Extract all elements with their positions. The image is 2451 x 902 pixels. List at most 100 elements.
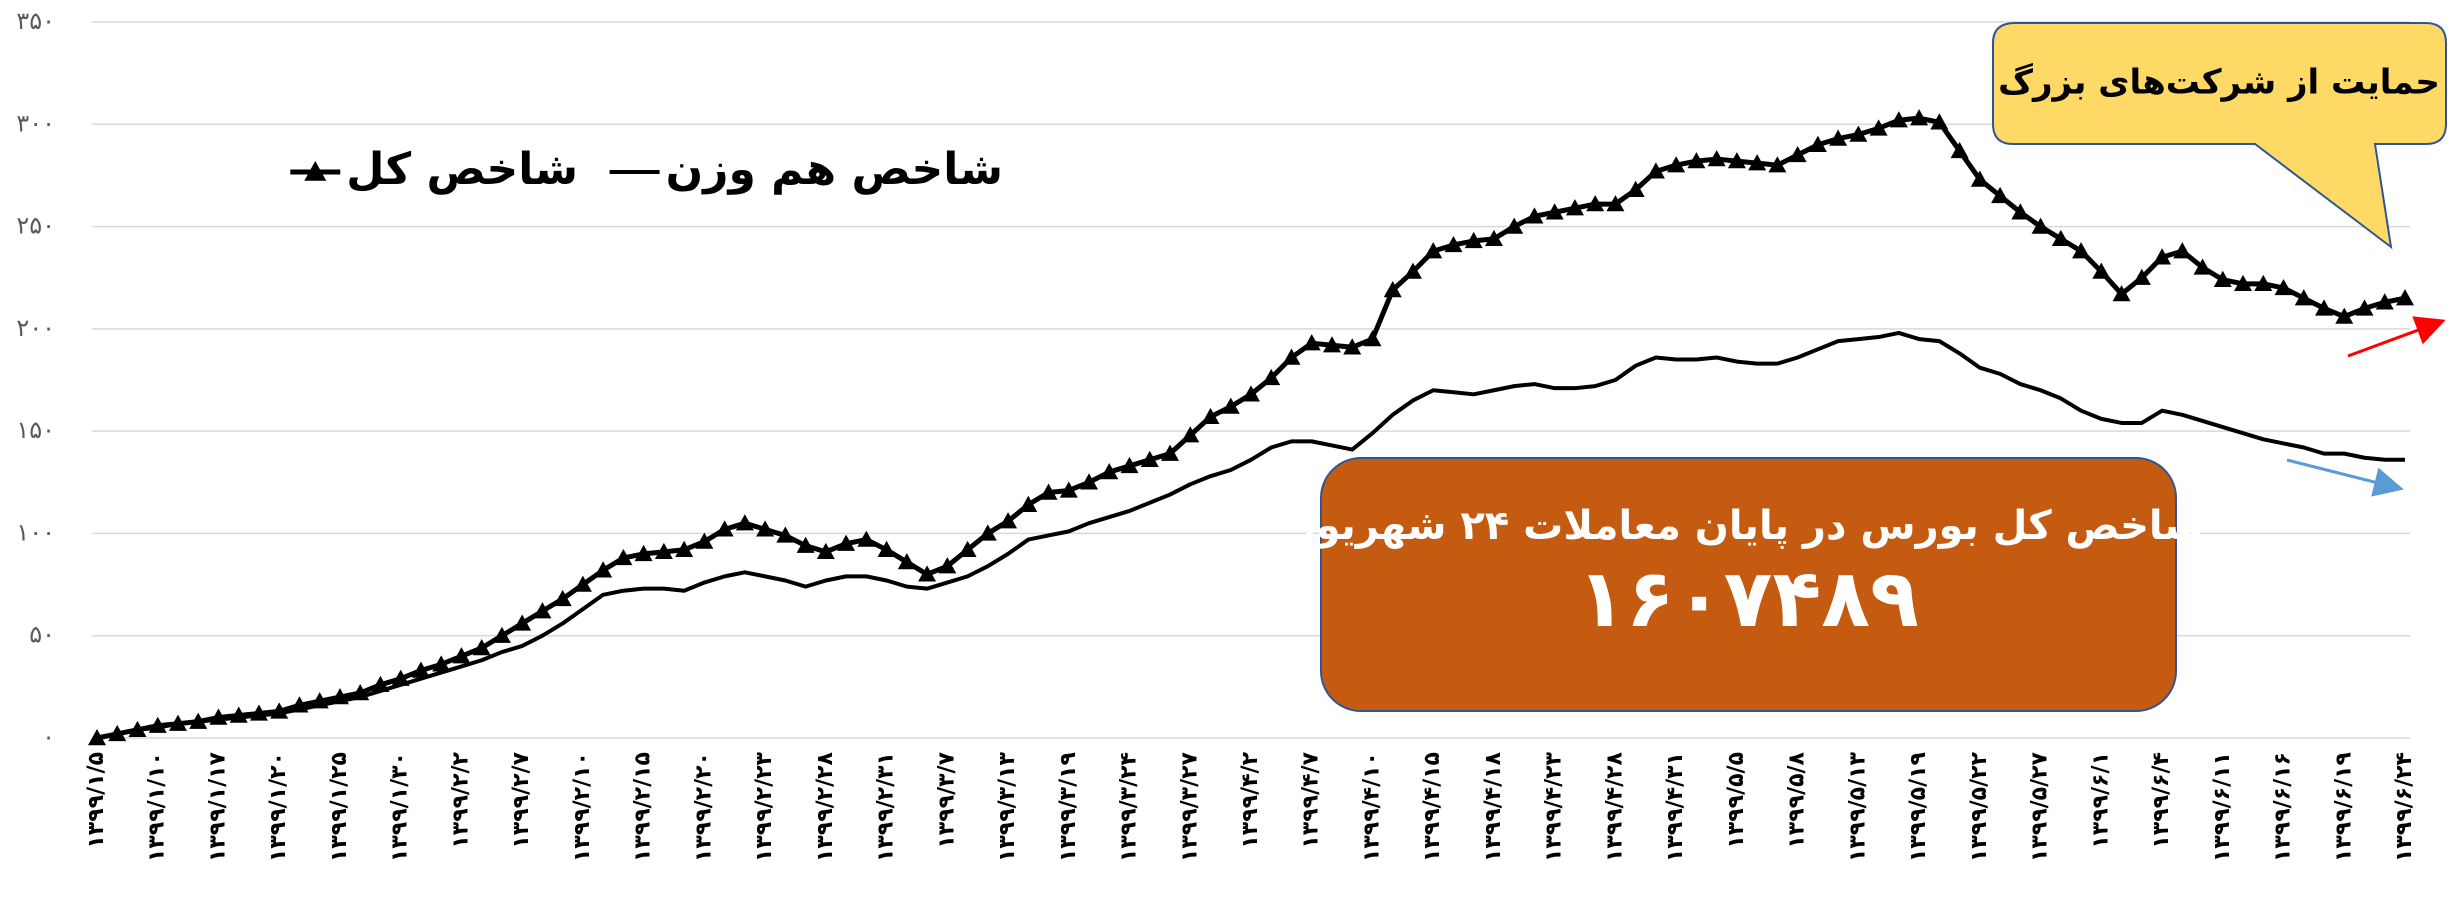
marker	[1100, 463, 1119, 480]
legend-label: شاخص هم وزن	[666, 144, 1003, 195]
x-tick-label: ۱۳۹۹/۶/۲۴	[2392, 752, 2417, 862]
marker	[1910, 109, 1929, 126]
marker	[411, 661, 430, 678]
x-tick-label: ۱۳۹۹/۲/۲۰	[691, 752, 716, 862]
marker	[1626, 180, 1645, 197]
x-tick-label: ۱۳۹۹/۱/۱۰	[145, 752, 170, 862]
marker	[756, 520, 775, 537]
x-tick-label: ۱۳۹۹/۶/۱	[2088, 752, 2113, 849]
x-tick-label: ۱۳۹۹/۴/۲	[1238, 751, 1263, 848]
marker	[654, 542, 673, 560]
x-tick-label: ۱۳۹۹/۲/۲	[448, 751, 473, 848]
marker	[2112, 285, 2131, 302]
marker	[897, 553, 916, 570]
marker	[1788, 145, 1807, 163]
marker	[1970, 170, 1989, 187]
marker	[999, 512, 1018, 529]
x-tick-label: ۱۳۹۹/۶/۱۶	[2271, 752, 2296, 862]
marker	[2153, 248, 2172, 265]
x-tick-label: ۱۳۹۹/۴/۲۳	[1542, 751, 1567, 862]
marker	[2031, 217, 2050, 234]
marker	[796, 536, 815, 553]
marker	[2234, 274, 2253, 292]
marker	[2011, 203, 2030, 220]
marker	[472, 638, 491, 656]
marker	[1221, 397, 1240, 414]
x-tick-label: ۱۳۹۹/۵/۲۲	[1967, 751, 1992, 862]
marker	[1181, 426, 1200, 443]
x-tick-label: ۱۳۹۹/۴/۱۵	[1420, 752, 1445, 862]
marker	[675, 540, 694, 557]
x-tick-label: ۱۳۹۹/۵/۱۹	[1906, 752, 1931, 862]
marker	[634, 544, 653, 562]
marker	[1343, 338, 1362, 355]
marker	[1748, 154, 1767, 171]
marker	[1565, 199, 1584, 216]
marker	[2375, 293, 2394, 310]
marker	[432, 655, 451, 672]
info-box	[1320, 457, 2177, 712]
arrow-red	[2347, 316, 2446, 358]
marker	[857, 530, 876, 547]
y-tick-label: ۳۰۰	[16, 109, 55, 137]
marker	[1930, 113, 1949, 130]
marker	[1161, 444, 1180, 461]
marker	[1991, 186, 2010, 204]
series-line	[96, 330, 2405, 740]
x-tick-label: ۱۳۹۹/۱/۲۰	[266, 752, 291, 862]
x-tick-label: ۱۳۹۹/۶/۱۹	[2331, 752, 2356, 862]
marker	[1606, 195, 1625, 212]
marker	[1080, 473, 1099, 490]
x-tick-label: ۱۳۹۹/۳/۲۷	[1177, 751, 1202, 862]
callout-text: حمایت از شرکت‌های بزرگ	[1998, 62, 2440, 103]
marker	[1889, 111, 1908, 128]
marker	[2315, 299, 2334, 316]
marker	[1262, 368, 1281, 386]
marker	[1383, 280, 1402, 298]
marker	[2254, 274, 2273, 292]
x-tick-label: ۱۳۹۹/۱/۲۵	[327, 752, 352, 862]
marker	[958, 540, 977, 557]
marker	[492, 626, 511, 643]
marker	[1059, 481, 1078, 498]
marker	[594, 561, 613, 578]
x-tick-label: ۱۳۹۹/۳/۱۹	[1056, 752, 1081, 862]
x-tick-label: ۱۳۹۹/۱/۳۰	[388, 752, 413, 862]
marker	[1120, 456, 1139, 474]
marker	[1484, 229, 1503, 247]
marker	[2193, 258, 2212, 275]
x-tick-label: ۱۳۹۹/۴/۱۸	[1481, 751, 1506, 862]
marker	[2294, 289, 2313, 306]
marker	[1667, 156, 1686, 173]
marker	[1242, 385, 1260, 402]
x-tick-label: ۱۳۹۹/۶/۴	[2149, 752, 2174, 849]
marker	[1950, 141, 1969, 159]
x-tick-label: ۱۳۹۹/۵/۲۷	[2028, 751, 2053, 862]
marker	[1545, 203, 1564, 220]
marker	[978, 524, 997, 541]
marker	[695, 532, 714, 549]
marker	[837, 534, 856, 551]
x-tick-label: ۱۳۹۹/۶/۱۱	[2210, 752, 2235, 862]
marker	[573, 575, 592, 592]
x-tick-label: ۱۳۹۹/۲/۲۸	[813, 751, 838, 862]
marker	[513, 614, 532, 631]
marker	[1464, 231, 1483, 249]
marker	[1808, 135, 1827, 152]
x-tick-label: ۱۳۹۹/۲/۱۰	[570, 752, 595, 862]
marker	[1201, 407, 1220, 425]
marker	[735, 514, 754, 531]
y-tick-label: ۵۰	[29, 621, 55, 649]
x-tick-label: ۱۳۹۹/۳/۱۳	[995, 751, 1020, 862]
x-tick-label: ۱۳۹۹/۱/۵	[84, 752, 109, 849]
x-tick-label: ۱۳۹۹/۴/۱۰	[1359, 752, 1384, 862]
marker	[1849, 125, 1868, 142]
x-tick-label: ۱۳۹۹/۵/۸	[1785, 751, 1810, 848]
x-tick-label: ۱۳۹۹/۲/۷	[509, 751, 534, 848]
x-tick-label: ۱۳۹۹/۵/۱۳	[1845, 751, 1870, 862]
marker	[1019, 495, 1038, 512]
marker	[2092, 262, 2111, 279]
marker	[553, 589, 572, 607]
marker	[938, 557, 957, 574]
